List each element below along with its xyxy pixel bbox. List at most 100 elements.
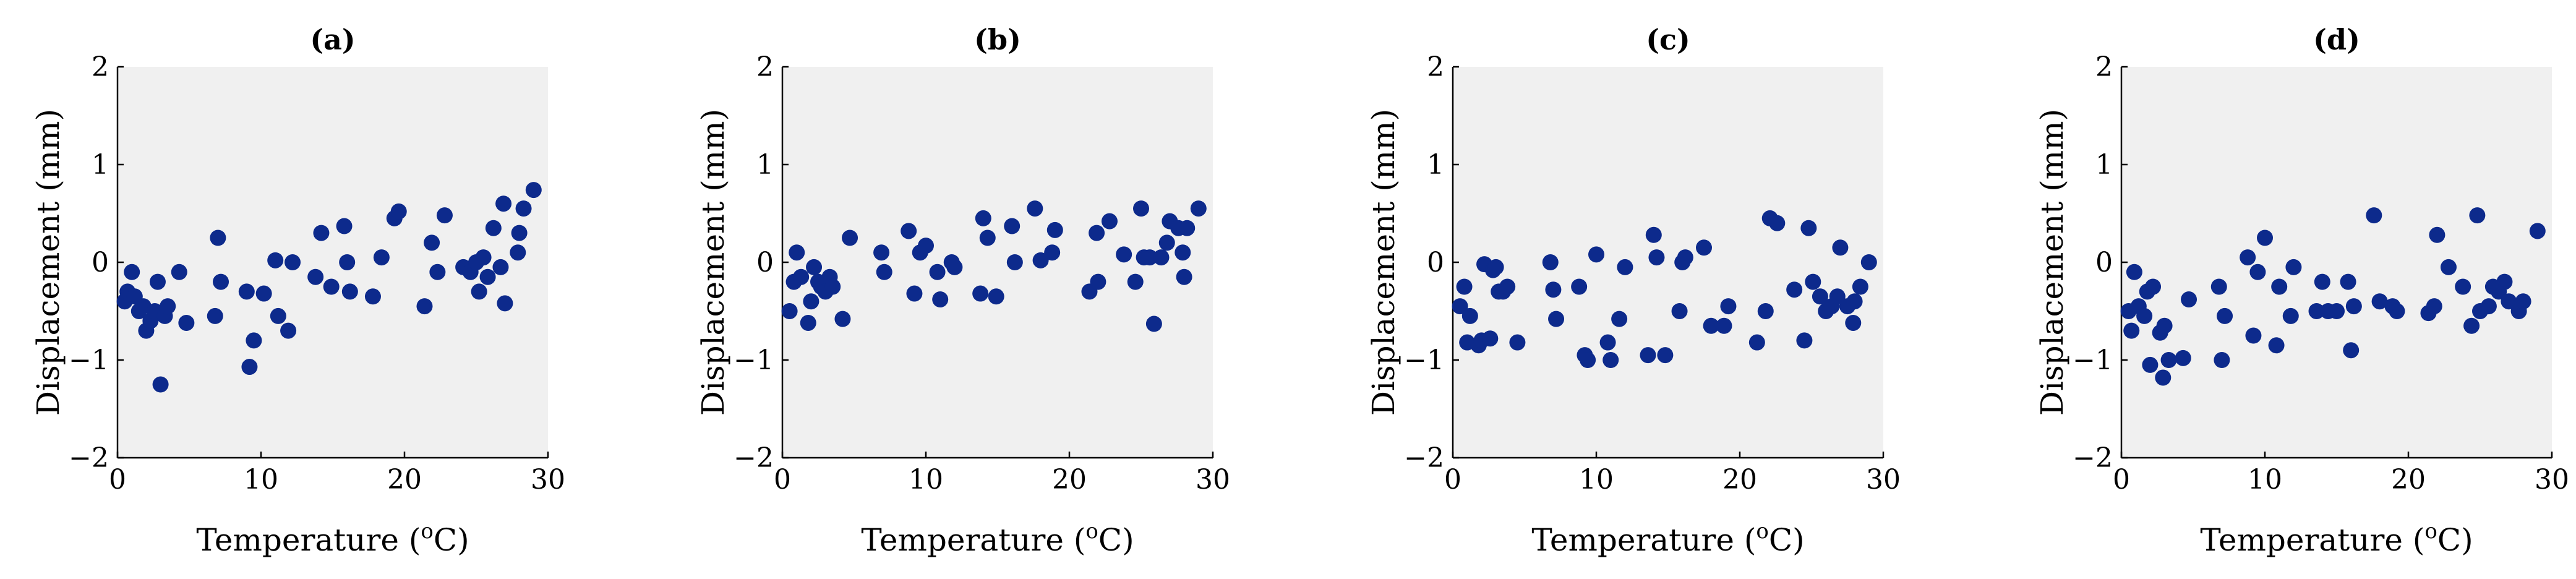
- data-point: [238, 283, 255, 300]
- x-tick-label: 20: [1722, 464, 1757, 495]
- data-point: [307, 268, 324, 285]
- data-point: [901, 223, 917, 239]
- data-point: [1133, 200, 1149, 217]
- data-point: [1829, 288, 1846, 305]
- data-point: [1044, 244, 1061, 261]
- data-point: [1852, 278, 1868, 295]
- data-point: [1027, 200, 1043, 217]
- y-tick-label: 2: [756, 51, 774, 83]
- data-point: [2340, 273, 2356, 290]
- data-point: [1640, 347, 1656, 364]
- data-point: [803, 293, 819, 310]
- plot-area: [1453, 67, 1883, 458]
- data-point: [2389, 303, 2405, 319]
- data-point: [1599, 334, 1616, 351]
- data-point: [178, 314, 195, 331]
- y-tick-label: −2: [1404, 442, 1444, 474]
- data-point: [436, 207, 453, 224]
- data-point: [2440, 259, 2457, 275]
- data-point: [2455, 278, 2471, 295]
- data-point: [511, 225, 528, 241]
- x-tick-label: 0: [1444, 464, 1461, 495]
- y-tick-label: 1: [756, 149, 774, 181]
- data-point: [2469, 207, 2486, 224]
- data-point: [1588, 246, 1604, 263]
- data-point: [1580, 352, 1596, 368]
- x-tick-label: 20: [2391, 464, 2426, 495]
- data-point: [929, 264, 946, 280]
- data-point: [1452, 298, 1468, 315]
- data-point: [336, 218, 353, 234]
- data-point: [2463, 317, 2480, 334]
- data-point: [492, 259, 509, 275]
- data-point: [979, 229, 996, 246]
- chart-title: (b): [974, 23, 1021, 56]
- data-point: [207, 307, 223, 324]
- data-point: [525, 182, 542, 199]
- data-point: [1153, 249, 1170, 266]
- y-tick-label: 0: [1427, 247, 1444, 278]
- data-point: [2175, 350, 2191, 366]
- data-point: [160, 298, 176, 315]
- data-point: [2217, 307, 2233, 324]
- x-tick-label: 10: [1579, 464, 1614, 495]
- data-point: [497, 295, 513, 312]
- data-point: [2245, 327, 2262, 344]
- data-point: [339, 254, 356, 270]
- data-point: [2285, 259, 2302, 275]
- x-tick-label: 10: [909, 464, 943, 495]
- data-point: [2515, 293, 2531, 310]
- data-point: [946, 259, 963, 275]
- data-point: [2371, 293, 2388, 310]
- x-tick-label: 20: [1052, 464, 1087, 495]
- data-point: [515, 200, 532, 217]
- y-tick-label: 2: [2095, 51, 2113, 83]
- data-point: [1748, 334, 1765, 351]
- x-axis-label: Temperature (oC): [2200, 519, 2473, 558]
- data-point: [2123, 322, 2140, 339]
- data-point: [906, 285, 923, 302]
- plot-area: [2121, 67, 2552, 458]
- data-point: [280, 322, 297, 339]
- data-point: [495, 195, 512, 212]
- data-point: [2308, 303, 2325, 319]
- data-point: [1796, 332, 1813, 349]
- y-axis-label: Displacement (mm): [1366, 109, 1401, 416]
- data-point: [1089, 225, 1105, 241]
- data-point: [485, 220, 502, 236]
- data-point: [1499, 278, 1516, 295]
- x-tick-label: 0: [109, 464, 126, 495]
- data-point: [1101, 213, 1118, 229]
- y-tick-label: 2: [1427, 51, 1444, 83]
- data-point: [1832, 239, 1849, 256]
- chart-title: (d): [2313, 23, 2360, 56]
- data-point: [241, 359, 258, 375]
- data-point: [781, 303, 798, 319]
- data-point: [1716, 317, 1732, 334]
- data-point: [1805, 273, 1821, 290]
- data-point: [2136, 307, 2153, 324]
- data-point: [2240, 249, 2256, 266]
- data-point: [2181, 291, 2197, 308]
- data-point: [341, 283, 358, 300]
- data-point: [270, 307, 286, 324]
- data-point: [479, 268, 496, 285]
- data-point: [2329, 303, 2345, 319]
- x-axis-label: Temperature (oC): [196, 519, 469, 558]
- y-tick-label: −1: [1404, 345, 1444, 376]
- x-tick-label: 20: [387, 464, 422, 495]
- y-axis-label: Displacement (mm): [695, 109, 731, 416]
- y-tick-label: −2: [69, 442, 109, 474]
- x-axis-label: Temperature (oC): [861, 519, 1134, 558]
- data-point: [1703, 317, 1719, 334]
- data-point: [171, 264, 187, 280]
- data-point: [806, 259, 823, 275]
- y-tick-label: −1: [734, 345, 774, 376]
- data-point: [1548, 311, 1565, 327]
- data-point: [2282, 307, 2299, 324]
- data-point: [2126, 264, 2142, 280]
